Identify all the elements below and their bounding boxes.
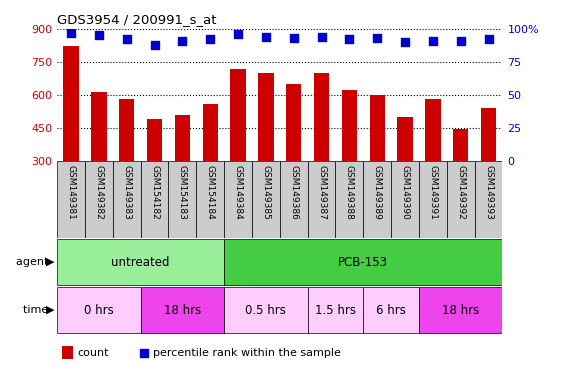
Bar bbox=[203, 104, 218, 161]
Point bbox=[178, 38, 187, 44]
Bar bbox=[280, 161, 308, 238]
Bar bbox=[112, 161, 140, 238]
Point bbox=[456, 38, 465, 44]
Text: GSM149384: GSM149384 bbox=[234, 165, 243, 220]
Text: 1.5 hrs: 1.5 hrs bbox=[315, 304, 356, 316]
Bar bbox=[341, 89, 357, 161]
Text: GSM149381: GSM149381 bbox=[66, 165, 75, 220]
Bar bbox=[147, 119, 162, 161]
Text: 18 hrs: 18 hrs bbox=[164, 304, 201, 316]
Point bbox=[150, 41, 159, 48]
Text: GSM149387: GSM149387 bbox=[317, 165, 326, 220]
Text: GSM149390: GSM149390 bbox=[400, 165, 409, 220]
Bar bbox=[369, 95, 385, 161]
Text: count: count bbox=[77, 348, 108, 358]
Bar bbox=[230, 68, 246, 161]
Text: PCB-153: PCB-153 bbox=[338, 256, 388, 268]
Bar bbox=[63, 46, 79, 161]
Bar bbox=[363, 287, 419, 333]
Bar bbox=[419, 287, 502, 333]
Text: GDS3954 / 200991_s_at: GDS3954 / 200991_s_at bbox=[57, 13, 216, 26]
Text: 6 hrs: 6 hrs bbox=[376, 304, 406, 316]
Point bbox=[484, 36, 493, 43]
Bar bbox=[168, 161, 196, 238]
Point bbox=[122, 36, 131, 43]
Bar bbox=[196, 161, 224, 238]
Bar bbox=[57, 239, 224, 285]
Text: GSM149388: GSM149388 bbox=[345, 165, 354, 220]
Text: GSM149383: GSM149383 bbox=[122, 165, 131, 220]
Bar bbox=[62, 346, 73, 359]
Text: GSM154184: GSM154184 bbox=[206, 165, 215, 220]
Text: untreated: untreated bbox=[111, 256, 170, 268]
Bar bbox=[85, 161, 113, 238]
Point bbox=[289, 35, 298, 41]
Text: 0.5 hrs: 0.5 hrs bbox=[246, 304, 286, 316]
Bar bbox=[453, 129, 468, 161]
Text: GSM149389: GSM149389 bbox=[373, 165, 382, 220]
Bar bbox=[224, 287, 308, 333]
Point bbox=[234, 31, 243, 37]
Bar bbox=[475, 161, 502, 238]
Text: 18 hrs: 18 hrs bbox=[442, 304, 479, 316]
Point bbox=[400, 39, 409, 45]
Point bbox=[262, 34, 271, 40]
Text: GSM149391: GSM149391 bbox=[428, 165, 437, 220]
Bar bbox=[258, 73, 274, 161]
Bar bbox=[308, 161, 336, 238]
Point bbox=[373, 35, 382, 41]
Bar bbox=[419, 161, 447, 238]
Text: GSM154182: GSM154182 bbox=[150, 165, 159, 220]
Bar bbox=[91, 92, 107, 161]
Bar bbox=[363, 161, 391, 238]
Bar bbox=[447, 161, 475, 238]
Text: GSM149393: GSM149393 bbox=[484, 165, 493, 220]
Bar bbox=[286, 84, 301, 161]
Bar bbox=[335, 161, 363, 238]
Text: agent: agent bbox=[15, 257, 51, 267]
Text: GSM149385: GSM149385 bbox=[262, 165, 271, 220]
Point bbox=[317, 34, 326, 40]
Text: time: time bbox=[23, 305, 51, 315]
Bar bbox=[224, 161, 252, 238]
Point bbox=[94, 32, 103, 38]
Bar bbox=[308, 287, 363, 333]
Bar bbox=[140, 161, 168, 238]
Bar bbox=[481, 108, 496, 161]
Bar bbox=[119, 99, 134, 161]
Text: 0 hrs: 0 hrs bbox=[84, 304, 114, 316]
Bar bbox=[140, 287, 224, 333]
Bar bbox=[397, 117, 413, 161]
Bar bbox=[252, 161, 280, 238]
Text: ▶: ▶ bbox=[46, 257, 54, 267]
Text: ▶: ▶ bbox=[46, 305, 54, 315]
Bar bbox=[391, 161, 419, 238]
Point bbox=[206, 36, 215, 43]
Point bbox=[428, 38, 437, 44]
Bar bbox=[175, 115, 190, 161]
Point bbox=[66, 30, 75, 36]
Text: GSM149386: GSM149386 bbox=[289, 165, 298, 220]
Bar bbox=[57, 161, 85, 238]
Text: percentile rank within the sample: percentile rank within the sample bbox=[153, 348, 341, 358]
Bar bbox=[314, 73, 329, 161]
Text: GSM149392: GSM149392 bbox=[456, 165, 465, 220]
Bar bbox=[425, 99, 441, 161]
Bar bbox=[224, 239, 502, 285]
Point bbox=[345, 36, 354, 43]
Text: GSM154183: GSM154183 bbox=[178, 165, 187, 220]
Bar bbox=[57, 287, 140, 333]
Text: GSM149382: GSM149382 bbox=[94, 165, 103, 220]
